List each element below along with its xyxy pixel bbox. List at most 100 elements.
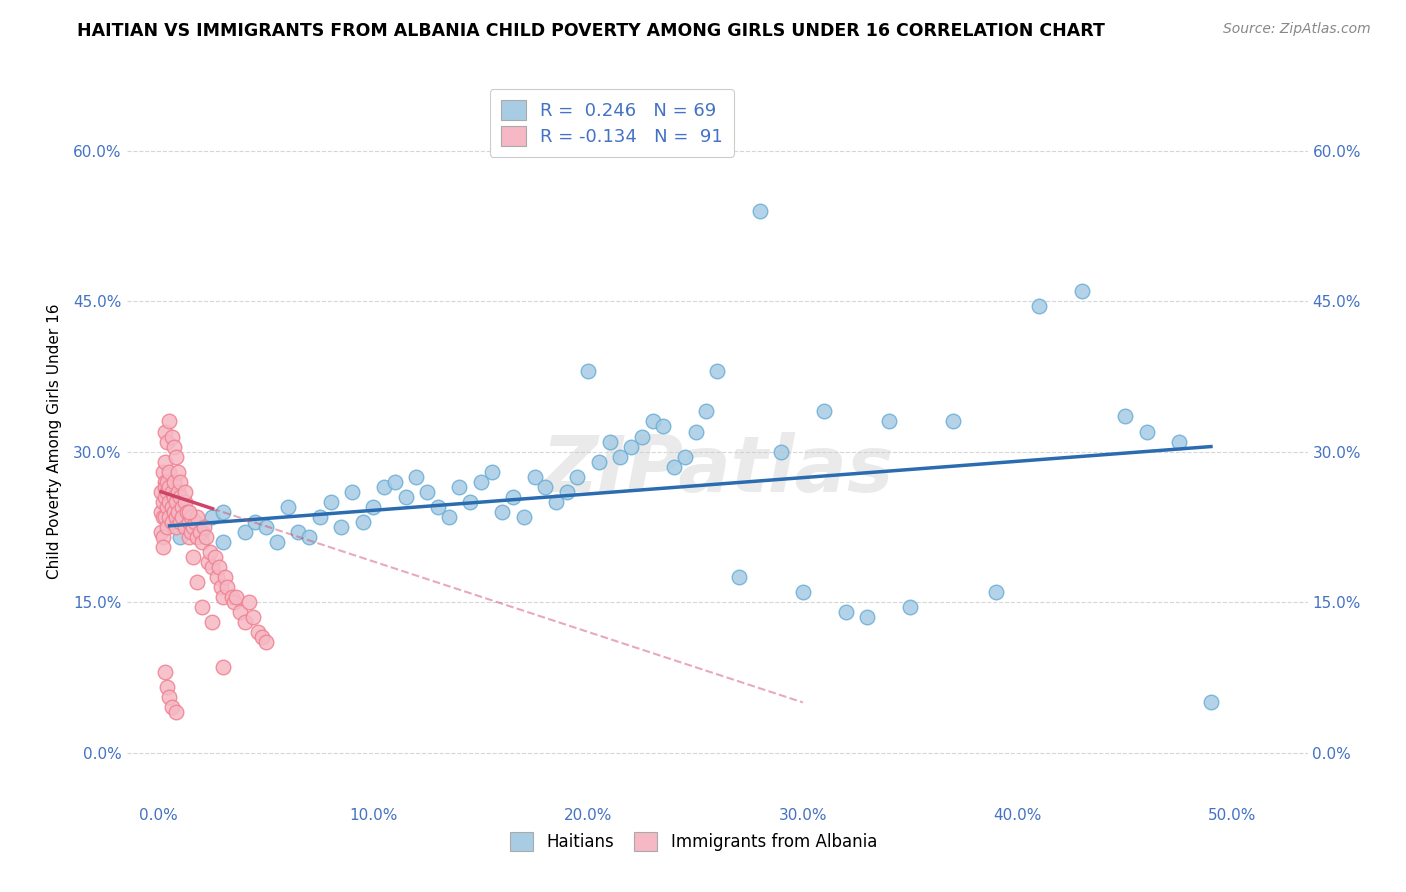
Point <box>160 700 183 714</box>
Point <box>153 475 176 489</box>
Point <box>204 549 226 564</box>
Point <box>149 484 172 499</box>
Point <box>177 505 200 519</box>
Point <box>152 509 174 524</box>
Point <box>159 509 181 524</box>
Point <box>177 515 200 529</box>
Point <box>169 490 191 504</box>
Point <box>792 585 814 599</box>
Point <box>167 484 190 499</box>
Point <box>160 500 183 514</box>
Point <box>214 570 236 584</box>
Point <box>195 530 218 544</box>
Point <box>221 590 243 604</box>
Point <box>156 475 179 489</box>
Point <box>177 530 200 544</box>
Point <box>662 459 685 474</box>
Point <box>153 509 176 524</box>
Point <box>942 414 965 429</box>
Point <box>652 419 675 434</box>
Point <box>567 469 589 483</box>
Point <box>165 494 187 508</box>
Point <box>212 505 235 519</box>
Point <box>153 665 176 680</box>
Point <box>340 484 363 499</box>
Point <box>152 530 174 544</box>
Point <box>181 520 204 534</box>
Point <box>167 465 190 479</box>
Point <box>1167 434 1189 449</box>
Point <box>250 630 273 644</box>
Point <box>481 465 503 479</box>
Point <box>384 475 406 489</box>
Point <box>159 494 181 508</box>
Point <box>163 475 186 489</box>
Point <box>685 425 707 439</box>
Point <box>405 469 427 483</box>
Point <box>169 475 191 489</box>
Point <box>180 524 202 539</box>
Point <box>631 429 654 443</box>
Point <box>749 203 772 218</box>
Text: Source: ZipAtlas.com: Source: ZipAtlas.com <box>1223 22 1371 37</box>
Point <box>165 509 187 524</box>
Point <box>160 429 183 443</box>
Point <box>1071 284 1094 298</box>
Point <box>395 490 418 504</box>
Point <box>190 535 212 549</box>
Point <box>1028 299 1050 313</box>
Point <box>1135 425 1157 439</box>
Point <box>165 520 187 534</box>
Point <box>153 425 176 439</box>
Point <box>190 600 212 615</box>
Point <box>209 580 232 594</box>
Point <box>835 605 858 619</box>
Point <box>222 595 245 609</box>
Point <box>176 505 198 519</box>
Point <box>986 585 1008 599</box>
Point <box>173 520 195 534</box>
Point <box>156 500 179 514</box>
Point <box>319 494 342 508</box>
Point <box>180 520 202 534</box>
Point <box>491 505 513 519</box>
Point <box>186 509 208 524</box>
Point <box>233 524 256 539</box>
Text: HAITIAN VS IMMIGRANTS FROM ALBANIA CHILD POVERTY AMONG GIRLS UNDER 16 CORRELATIO: HAITIAN VS IMMIGRANTS FROM ALBANIA CHILD… <box>77 22 1105 40</box>
Point <box>620 440 643 454</box>
Point <box>1199 696 1222 710</box>
Point <box>188 524 211 539</box>
Point <box>172 509 194 524</box>
Point <box>163 440 186 454</box>
Point <box>156 434 179 449</box>
Point <box>212 590 235 604</box>
Point <box>246 625 269 640</box>
Point <box>173 494 195 508</box>
Point <box>544 494 567 508</box>
Point <box>172 500 194 514</box>
Point <box>180 509 202 524</box>
Point <box>205 570 228 584</box>
Point <box>152 465 174 479</box>
Point <box>201 509 224 524</box>
Point <box>152 540 174 554</box>
Point <box>212 660 235 674</box>
Point <box>238 595 260 609</box>
Point <box>165 450 187 464</box>
Point <box>153 455 176 469</box>
Point <box>458 494 481 508</box>
Point <box>449 480 471 494</box>
Point <box>197 555 219 569</box>
Point <box>173 484 195 499</box>
Point <box>576 364 599 378</box>
Point <box>159 480 181 494</box>
Point <box>298 530 321 544</box>
Point <box>523 469 546 483</box>
Point <box>159 515 181 529</box>
Point <box>212 535 235 549</box>
Point <box>437 509 460 524</box>
Point <box>813 404 835 418</box>
Point <box>186 530 208 544</box>
Point <box>152 494 174 508</box>
Point <box>165 706 187 720</box>
